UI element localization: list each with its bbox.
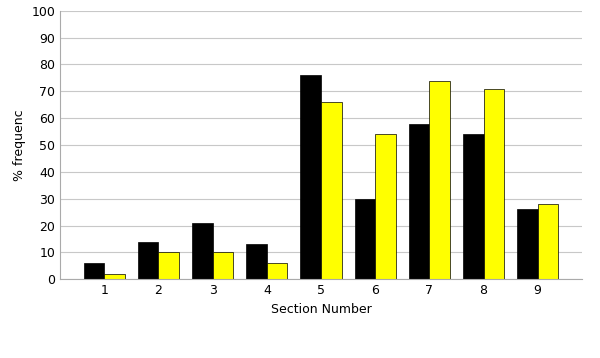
Bar xyxy=(430,81,450,279)
Bar xyxy=(158,252,179,279)
Bar xyxy=(463,134,484,279)
Bar xyxy=(355,199,375,279)
Bar xyxy=(301,75,321,279)
Bar xyxy=(409,124,430,279)
X-axis label: Section Number: Section Number xyxy=(271,303,371,316)
Bar xyxy=(267,263,287,279)
Y-axis label: % frequenc: % frequenc xyxy=(13,109,26,181)
Bar xyxy=(484,89,504,279)
Bar xyxy=(246,244,267,279)
Bar xyxy=(538,204,558,279)
Bar xyxy=(84,263,104,279)
Bar xyxy=(192,223,212,279)
Bar xyxy=(517,209,538,279)
Bar xyxy=(375,134,396,279)
Bar xyxy=(104,274,125,279)
Bar xyxy=(321,102,341,279)
Bar xyxy=(138,242,158,279)
Bar xyxy=(212,252,233,279)
